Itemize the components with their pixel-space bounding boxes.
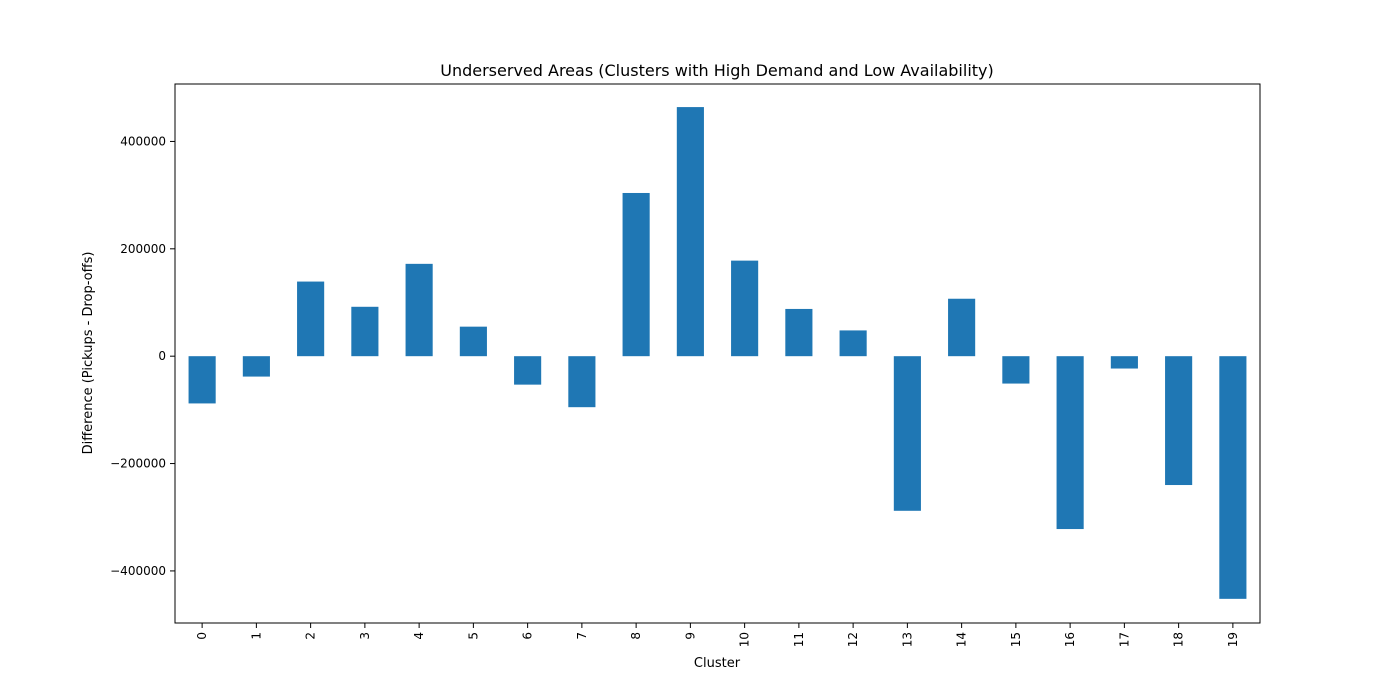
- bar-cluster-7: [568, 356, 596, 408]
- bar-cluster-4: [405, 263, 433, 357]
- bar-cluster-12: [839, 330, 867, 357]
- bar-cluster-11: [785, 308, 813, 357]
- bar-cluster-9: [676, 107, 704, 357]
- y-tick-label: −400000: [110, 564, 166, 578]
- x-tick-label: 2: [304, 632, 318, 640]
- x-tick-label: 17: [1117, 632, 1131, 647]
- bar-cluster-2: [297, 281, 325, 357]
- bar-cluster-8: [622, 192, 650, 357]
- x-tick-label: 16: [1063, 632, 1077, 647]
- x-tick-label: 14: [955, 632, 969, 647]
- bar-cluster-1: [242, 356, 270, 377]
- x-tick-label: 7: [575, 632, 589, 640]
- y-tick-label: 200000: [120, 242, 166, 256]
- bar-cluster-14: [948, 298, 976, 357]
- x-tick-label: 8: [629, 632, 643, 640]
- y-axis-label: Difference (Pickups - Drop-offs): [81, 252, 96, 455]
- x-tick-label: 5: [466, 632, 480, 640]
- bar-cluster-18: [1165, 356, 1193, 486]
- chart-title: Underserved Areas (Clusters with High De…: [440, 61, 994, 80]
- y-tick-label: 0: [158, 349, 166, 363]
- x-tick-label: 1: [249, 632, 263, 640]
- x-tick-label: 4: [412, 632, 426, 640]
- x-tick-label: 19: [1226, 632, 1240, 647]
- y-tick-label: −200000: [110, 457, 166, 471]
- x-axis-label: Cluster: [694, 656, 741, 671]
- bar-cluster-6: [514, 356, 542, 385]
- x-tick-label: 3: [358, 632, 372, 640]
- bar-cluster-17: [1110, 356, 1138, 369]
- x-tick-label: 18: [1172, 632, 1186, 647]
- y-axis: −400000 −200000 0 200000 400000: [110, 134, 175, 578]
- bar-cluster-3: [351, 306, 379, 357]
- x-tick-label: 6: [521, 632, 535, 640]
- y-tick-label: 400000: [120, 134, 166, 148]
- x-tick-label: 10: [738, 632, 752, 647]
- bar-cluster-19: [1219, 356, 1247, 599]
- x-tick-label: 15: [1009, 632, 1023, 647]
- bars-group: [188, 107, 1247, 599]
- bar-cluster-5: [459, 326, 487, 357]
- bar-cluster-15: [1002, 356, 1030, 384]
- bar-cluster-10: [731, 260, 759, 357]
- x-tick-label: 12: [846, 632, 860, 647]
- x-tick-label: 0: [195, 632, 209, 640]
- plot-frame: [174, 83, 1261, 624]
- bar-cluster-16: [1056, 356, 1084, 530]
- x-tick-label: 11: [792, 632, 806, 647]
- x-tick-label: 13: [900, 632, 914, 647]
- x-tick-label: 9: [683, 632, 697, 640]
- x-axis: 0 1 2 3 4 5 6 7 8 9 10 11 12 13 14 15 16 17 18 19: [195, 623, 1240, 647]
- bar-cluster-13: [893, 356, 921, 511]
- bar-cluster-0: [188, 356, 216, 404]
